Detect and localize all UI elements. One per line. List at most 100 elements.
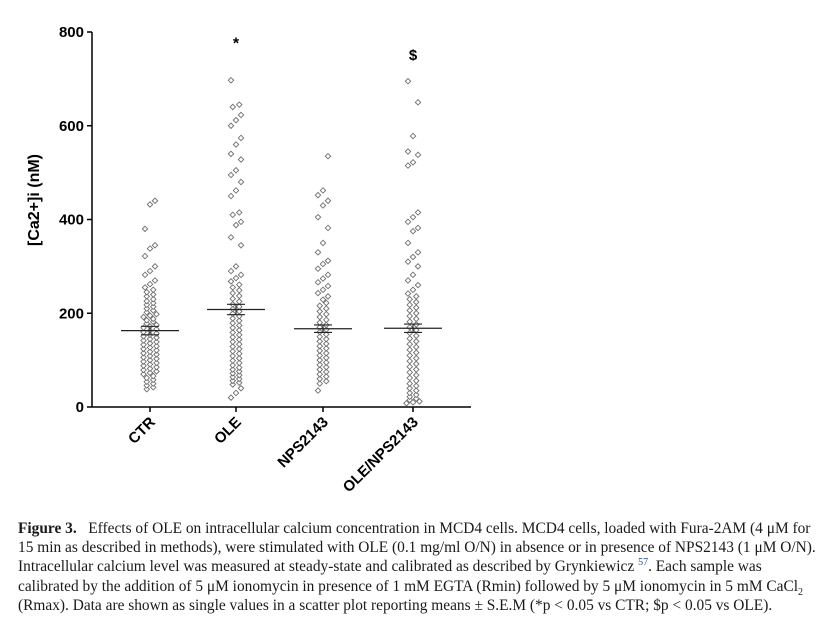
data-point: [140, 358, 147, 365]
data-point: [229, 329, 237, 336]
data-point: [314, 278, 322, 286]
data-point: [235, 350, 243, 357]
data-point: [149, 376, 157, 384]
data-point: [316, 333, 324, 341]
data-point: [316, 308, 324, 315]
data-point: [141, 271, 149, 279]
data-point: [414, 151, 422, 159]
data-point: [406, 374, 414, 382]
data-point: [237, 241, 245, 249]
data-point: [146, 339, 154, 347]
data-point: [235, 331, 243, 339]
data-point: [406, 346, 414, 354]
data-point: [227, 267, 235, 275]
data-point: [322, 349, 330, 357]
data-point: [149, 295, 157, 303]
x-tick-label: OLE/NPS2143: [340, 414, 422, 496]
data-point: [406, 301, 414, 309]
data-point: [227, 122, 235, 130]
data-point: [316, 356, 324, 364]
data-point: [403, 399, 410, 407]
data-point: [235, 101, 243, 108]
y-tick-label: 200: [59, 305, 84, 322]
data-point: [153, 334, 160, 341]
data-point: [412, 338, 420, 345]
data-point: [141, 284, 149, 291]
data-point: [314, 289, 322, 297]
data-point: [406, 357, 414, 365]
data-point: [229, 366, 237, 373]
data-point: [143, 305, 151, 312]
data-point: [227, 233, 235, 241]
caption-text-3: (Rmax). Data are shown as single values …: [18, 596, 773, 614]
data-point: [149, 286, 157, 294]
data-point: [143, 316, 151, 324]
data-point: [140, 337, 147, 344]
x-tick-label: NPS2143: [274, 414, 331, 471]
data-point: [229, 284, 237, 291]
data-point: [235, 281, 243, 288]
data-point: [229, 343, 237, 350]
y-tick-label: 600: [59, 118, 84, 135]
data-point: [149, 299, 157, 307]
data-point: [229, 352, 237, 360]
data-point: [235, 286, 243, 294]
data-point: [235, 371, 243, 379]
data-point: [412, 366, 420, 373]
data-point: [412, 387, 420, 394]
data-point: [409, 213, 417, 221]
data-point: [143, 297, 151, 305]
data-point: [322, 363, 330, 371]
data-point: [227, 171, 235, 179]
data-point: [322, 316, 330, 324]
caption-label: Figure 3.: [18, 520, 77, 537]
data-point: [153, 338, 160, 346]
data-point: [235, 326, 243, 334]
caption-text-1: Effects of OLE on intracellular calcium …: [18, 520, 816, 576]
data-point: [141, 225, 149, 233]
data-point: [151, 241, 159, 249]
data-point: [140, 349, 147, 357]
y-tick-label: 0: [76, 399, 84, 416]
data-point: [227, 394, 235, 401]
data-point: [232, 274, 240, 282]
data-point: [404, 148, 412, 155]
data-point: [412, 298, 420, 306]
data-point: [232, 263, 240, 270]
data-point: [414, 209, 422, 216]
data-point: [229, 315, 237, 322]
data-point: [235, 322, 243, 329]
data-point: [146, 201, 154, 208]
data-point: [404, 258, 412, 266]
data-point: [314, 387, 322, 394]
data-point: [146, 352, 154, 360]
data-point: [414, 224, 422, 232]
data-point: [153, 368, 160, 375]
data-point: [406, 312, 414, 320]
data-point: [322, 377, 330, 385]
data-point: [143, 293, 151, 300]
data-point: [406, 352, 414, 359]
data-point: [324, 224, 332, 232]
data-point: [322, 305, 330, 312]
data-point: [143, 288, 151, 296]
data-point: [237, 111, 245, 119]
data-point: [406, 368, 414, 376]
x-tick-label: CTR: [125, 414, 159, 448]
data-point: [322, 359, 330, 366]
data-point: [149, 291, 157, 298]
data-point: [146, 280, 154, 288]
data-point: [404, 239, 412, 247]
data-point: [229, 361, 237, 369]
data-point: [322, 354, 330, 362]
data-point: [406, 295, 414, 303]
data-point: [406, 389, 414, 397]
data-point: [406, 363, 414, 371]
data-point: [319, 275, 327, 282]
data-point: [146, 348, 154, 356]
data-point: [412, 377, 420, 385]
data-point: [235, 308, 243, 315]
data-points: [140, 76, 423, 407]
data-point: [149, 383, 157, 391]
data-point: [316, 375, 324, 383]
